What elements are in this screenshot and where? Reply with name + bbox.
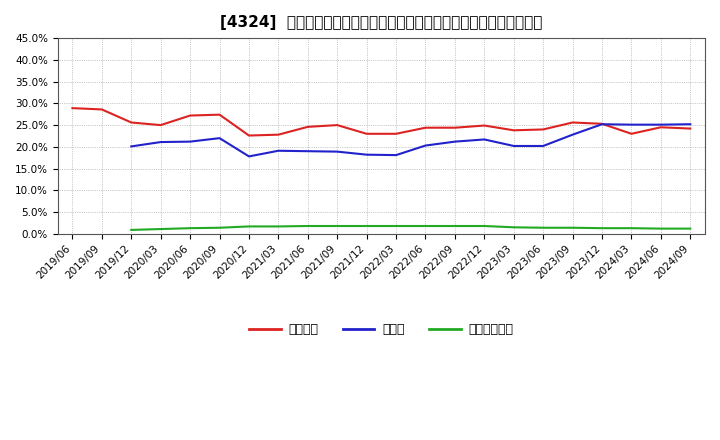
Title: [4324]  自己資本、のれん、繰延税金資産の総資産に対する比率の推移: [4324] 自己資本、のれん、繰延税金資産の総資産に対する比率の推移 — [220, 15, 543, 30]
Legend: 自己資本, のれん, 繰延税金資産: 自己資本, のれん, 繰延税金資産 — [245, 319, 518, 341]
